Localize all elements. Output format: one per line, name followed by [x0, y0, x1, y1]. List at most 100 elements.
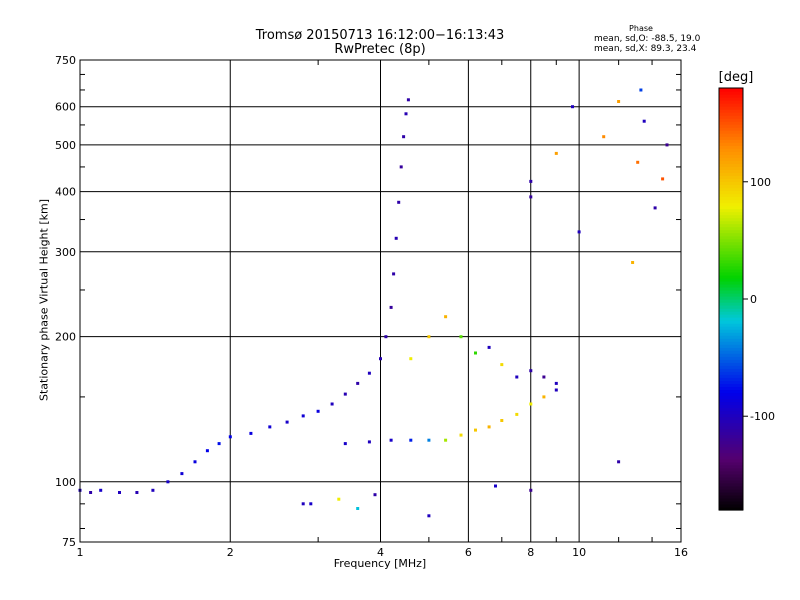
chart-subtitle: RwPretec (8p) — [334, 42, 426, 57]
colorbar-tick-label: 0 — [750, 293, 757, 306]
data-point — [529, 195, 533, 199]
colorbar-band — [719, 106, 743, 110]
data-point — [193, 460, 197, 464]
colorbar-band — [719, 133, 743, 137]
data-point — [205, 449, 209, 453]
colorbar-band — [719, 395, 743, 400]
data-point — [427, 438, 431, 442]
colorbar-band — [719, 241, 743, 246]
colorbar-band — [719, 374, 743, 378]
y-axis-label: Stationary phase Virtual Height [km] — [37, 198, 51, 402]
colorbar-band — [719, 380, 743, 384]
data-point — [571, 105, 574, 109]
colorbar-band — [719, 476, 743, 481]
colorbar-band — [719, 434, 743, 439]
colorbar-band — [719, 190, 743, 195]
colorbar-band — [719, 265, 743, 270]
colorbar-band — [719, 317, 743, 321]
data-point — [661, 177, 665, 181]
colorbar-band — [719, 299, 743, 303]
data-point — [409, 357, 413, 361]
data-point — [427, 335, 431, 339]
data-point — [487, 425, 491, 429]
data-point — [392, 272, 396, 276]
colorbar-band — [719, 359, 743, 363]
colorbar-band — [719, 335, 743, 339]
data-point — [151, 488, 155, 492]
colorbar-band — [719, 163, 743, 167]
colorbar-band — [719, 115, 743, 119]
data-point — [301, 502, 305, 506]
chart-title: Tromsø 20150713 16:12:00−16:13:43 — [255, 28, 505, 43]
x-tick-label: 10 — [572, 546, 586, 559]
colorbar-band — [719, 232, 743, 237]
colorbar-band — [719, 326, 743, 330]
data-point — [402, 135, 406, 139]
colorbar-band — [719, 109, 743, 113]
data-point — [406, 98, 410, 102]
colorbar-band — [719, 256, 743, 261]
data-point — [118, 491, 121, 494]
colorbar-band — [719, 148, 743, 152]
colorbar-band — [719, 178, 743, 183]
data-point — [459, 335, 463, 339]
data-point — [399, 165, 403, 169]
colorbar-band — [719, 250, 743, 255]
data-point — [343, 392, 347, 396]
colorbar-band — [719, 157, 743, 161]
colorbar-band — [719, 154, 743, 158]
colorbar-band — [719, 103, 743, 107]
y-tick-label: 100 — [55, 476, 76, 489]
data-point — [542, 395, 546, 399]
colorbar-band — [719, 347, 743, 351]
data-point — [529, 402, 533, 406]
colorbar-band — [719, 205, 743, 210]
data-point — [515, 412, 519, 416]
colorbar-band — [719, 338, 743, 342]
data-point — [515, 375, 519, 379]
colorbar-band — [719, 268, 743, 273]
data-point — [554, 381, 558, 385]
x-tick-label: 2 — [227, 546, 234, 559]
colorbar-band — [719, 344, 743, 348]
data-point — [500, 363, 504, 367]
colorbar-band — [719, 292, 743, 297]
data-points — [78, 88, 669, 518]
colorbar-band — [719, 202, 743, 207]
colorbar-band — [719, 166, 743, 170]
colorbar-band — [719, 443, 743, 448]
axis-ticks: 1 2 4 6 8 10 16 75 100 200 300 400 500 600 750 — [55, 54, 688, 559]
colorbar-band — [719, 398, 743, 403]
colorbar-band — [719, 371, 743, 375]
data-point — [554, 151, 558, 155]
data-point — [301, 414, 305, 418]
data-point — [330, 402, 334, 406]
colorbar-band — [719, 356, 743, 360]
phase-x-stats: mean, sd,X: 89.3, 23.4 — [594, 44, 697, 54]
colorbar-band — [719, 437, 743, 442]
data-point — [444, 315, 448, 319]
colorbar-band — [719, 467, 743, 472]
colorbar-band — [719, 277, 743, 282]
colorbar-band — [719, 368, 743, 372]
data-point — [356, 381, 360, 385]
colorbar-band — [719, 160, 743, 164]
colorbar-band — [719, 449, 743, 454]
colorbar-band — [719, 289, 743, 294]
colorbar-band — [719, 295, 743, 300]
colorbar-band — [719, 220, 743, 225]
data-point — [427, 514, 431, 518]
colorbar-band — [719, 274, 743, 279]
colorbar-band — [719, 341, 743, 345]
data-point — [617, 460, 621, 464]
colorbar-band — [719, 470, 743, 475]
data-point — [500, 419, 504, 422]
data-point — [474, 428, 477, 432]
colorbar-band — [719, 217, 743, 222]
colorbar-band — [719, 392, 743, 397]
colorbar-band — [719, 302, 743, 306]
data-point — [642, 119, 646, 123]
y-tick-label: 400 — [55, 186, 76, 199]
colorbar-band — [719, 386, 743, 391]
